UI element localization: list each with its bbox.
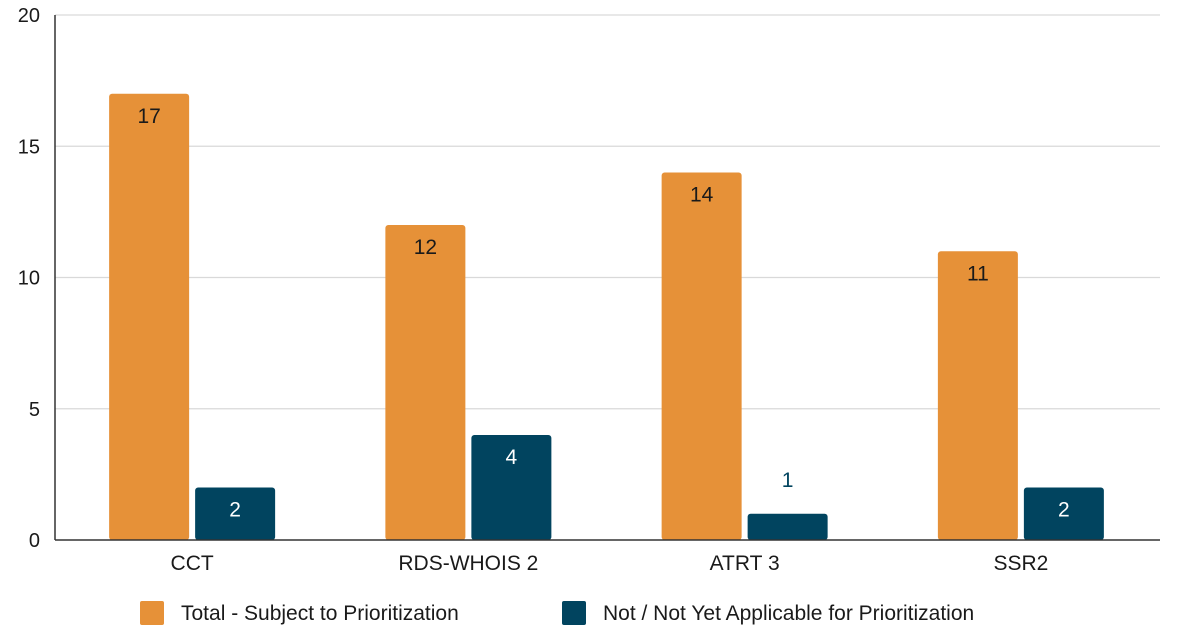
x-tick-label: ATRT 3 xyxy=(710,552,780,575)
bar-not-applicable xyxy=(1023,487,1104,540)
y-tick-label: 20 xyxy=(18,5,40,27)
x-tick-label: CCT xyxy=(171,552,214,575)
bar-value-label: 2 xyxy=(1058,499,1070,522)
bar-total xyxy=(937,251,1018,540)
legend-swatch xyxy=(140,601,164,625)
legend-label: Total - Subject to Prioritization xyxy=(181,602,459,625)
y-axis-ticks: 0 5 10 15 20 xyxy=(18,5,40,552)
bar-value-label: 14 xyxy=(690,184,714,207)
bar-value-label: 17 xyxy=(137,105,160,128)
bar-total xyxy=(109,93,190,540)
x-tick-label: RDS-WHOIS 2 xyxy=(398,552,538,575)
legend-label: Not / Not Yet Applicable for Prioritizat… xyxy=(603,602,974,625)
bar-not-applicable xyxy=(471,435,552,540)
bars xyxy=(109,93,1104,540)
bar-total xyxy=(661,172,742,540)
y-tick-label: 0 xyxy=(29,530,40,552)
bar-value-label: 2 xyxy=(229,499,241,522)
legend-swatch xyxy=(562,601,586,625)
x-tick-label: SSR2 xyxy=(993,552,1048,575)
legend: Total - Subject to Prioritization Not / N… xyxy=(140,601,974,625)
y-tick-label: 10 xyxy=(18,268,40,290)
bar-not-applicable xyxy=(195,487,276,540)
y-tick-label: 5 xyxy=(29,399,40,421)
bar-not-applicable xyxy=(747,513,828,540)
bar-total xyxy=(385,225,466,540)
bar-value-label: 1 xyxy=(782,469,794,492)
x-axis: CCT RDS-WHOIS 2 ATRT 3 SSR2 xyxy=(54,15,1160,575)
bar-value-label: 12 xyxy=(414,236,437,259)
bar-value-label: 4 xyxy=(506,446,518,469)
bar-value-label: 11 xyxy=(967,262,989,285)
y-tick-label: 15 xyxy=(18,136,40,158)
